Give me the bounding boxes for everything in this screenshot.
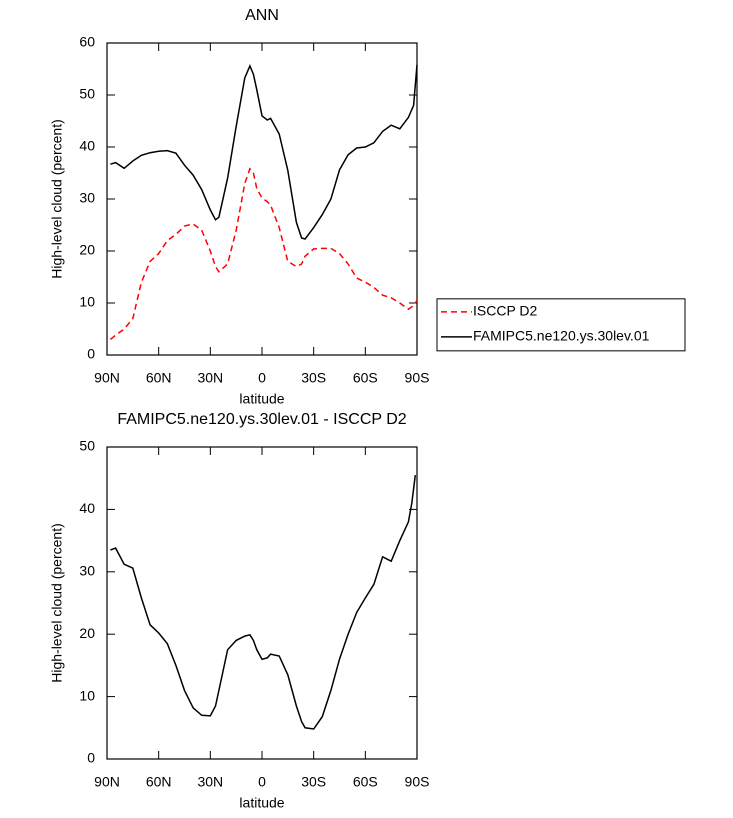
y-tick-label: 10 [79,294,95,310]
x-axis-label: latitude [239,391,284,407]
data-line [109,167,418,340]
y-tick-label: 30 [79,190,95,206]
plot-frame [106,42,418,356]
legend-box [436,298,686,352]
x-tick-label: 60N [146,370,172,386]
y-tick-label: 30 [79,563,95,579]
x-tick-label: 90N [94,774,120,790]
x-tick-label: 90S [405,370,430,386]
chart-title: FAMIPC5.ne120.ys.30lev.01 - ISCCP D2 [117,411,406,428]
y-tick-label: 60 [79,34,95,50]
y-tick-label: 40 [79,138,95,154]
x-tick-label: 60S [353,370,378,386]
x-tick-label: 90N [94,370,120,386]
y-tick-label: 50 [79,86,95,102]
y-tick-label: 50 [79,438,95,454]
x-tick-label: 60N [146,774,172,790]
x-tick-label: 0 [258,774,266,790]
y-tick-label: 10 [79,687,95,703]
x-tick-label: 0 [258,370,266,386]
x-tick-label: 30N [197,370,223,386]
legend-label: ISCCP D2 [473,303,538,319]
plot-frame [106,446,418,760]
y-tick-label: 0 [87,750,95,766]
y-axis-label: High-level cloud (percent) [49,523,65,683]
x-tick-label: 30S [301,774,326,790]
y-axis-label: High-level cloud (percent) [49,119,65,279]
y-tick-label: 20 [79,242,95,258]
y-tick-label: 20 [79,625,95,641]
x-tick-label: 90S [405,774,430,790]
x-axis-label: latitude [239,795,284,811]
x-tick-label: 30S [301,370,326,386]
x-tick-label: 60S [353,774,378,790]
y-tick-label: 40 [79,500,95,516]
chart-title: ANN [245,7,279,24]
data-line [110,63,418,240]
x-tick-label: 30N [197,774,223,790]
y-tick-label: 0 [87,346,95,362]
data-line [110,475,417,730]
legend-label: FAMIPC5.ne120.ys.30lev.01 [473,328,650,344]
